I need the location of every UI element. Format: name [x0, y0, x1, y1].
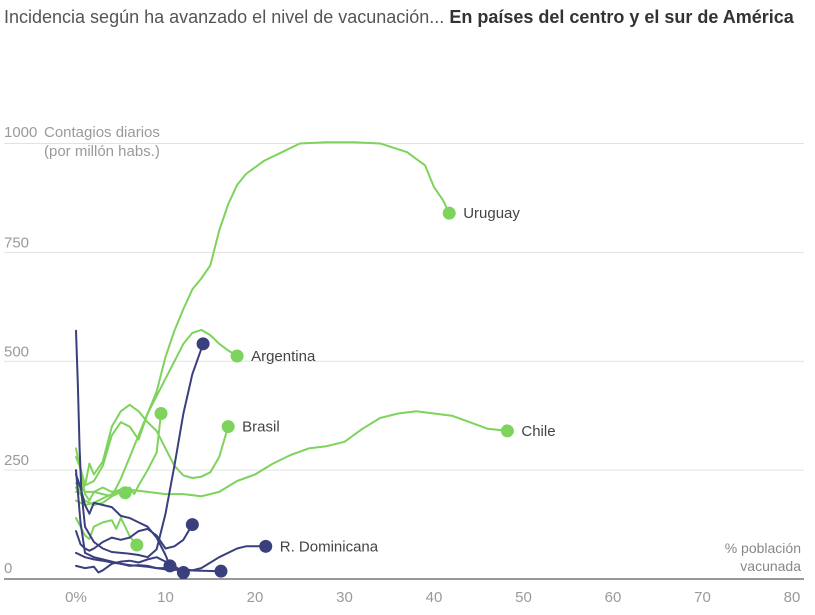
- series: [75, 141, 514, 579]
- x-tick-label-70: 70: [694, 589, 711, 606]
- series-end-marker-uruguay: [442, 206, 456, 220]
- series-line-argentina: [75, 328, 239, 506]
- title-bold: En países del centro y el sur de América: [449, 7, 794, 27]
- series-end-marker-navy-5: [176, 565, 190, 579]
- series-end-marker-chile: [500, 424, 514, 438]
- series-line-verde-7: [75, 517, 138, 546]
- x-tick-label-80: 80: [784, 589, 801, 606]
- x-tick-label-40: 40: [426, 589, 443, 606]
- series-end-marker-argentina: [230, 349, 244, 363]
- y-tick-label-750: 750: [4, 234, 29, 251]
- x-tick-label-50: 50: [515, 589, 532, 606]
- series-end-marker-verde-6: [118, 486, 132, 500]
- series-end-marker-verde-7: [130, 538, 144, 552]
- series-labels: Uruguay Argentina Brasil Chile R. Dominicana: [242, 205, 555, 555]
- series-label-argentina: Argentina: [251, 348, 316, 365]
- y-axis: 1000 Contagios diarios (por millón habs.…: [4, 124, 160, 577]
- series-end-marker-navy-2: [185, 518, 199, 532]
- y-tick-label-top: 1000: [4, 124, 37, 141]
- series-label-chile: Chile: [521, 423, 555, 440]
- y-axis-title-line1: Contagios diarios: [44, 124, 160, 141]
- x-tick-label-30: 30: [336, 589, 353, 606]
- series-label-brasil: Brasil: [242, 419, 280, 436]
- x-axis: % población vacunada 0% 10 20 30 40 50 60 70 80: [65, 540, 801, 606]
- series-line-navy-1: [75, 329, 205, 559]
- x-tick-label-10: 10: [157, 589, 174, 606]
- series-end-marker-r-dominicana: [259, 539, 273, 553]
- grid: [4, 143, 804, 580]
- series-end-marker-navy-1: [196, 337, 210, 351]
- series-end-marker-verde-5: [154, 407, 168, 421]
- y-tick-label-500: 500: [4, 343, 29, 360]
- series-label-uruguay: Uruguay: [463, 205, 520, 222]
- series-line-navy-2: [75, 523, 194, 552]
- series-line-uruguay: [75, 141, 451, 493]
- series-label-r-dominicana: R. Dominicana: [280, 538, 379, 555]
- x-axis-title-line2: vacunada: [740, 558, 801, 574]
- series-line-verde-5: [75, 412, 162, 502]
- x-tick-label-20: 20: [247, 589, 264, 606]
- title-lead: Incidencia según ha avanzado el nivel de…: [4, 7, 445, 27]
- series-line-brasil: [75, 403, 230, 487]
- y-axis-title-line2: (por millón habs.): [44, 143, 160, 160]
- series-line-navy-5: [75, 556, 185, 574]
- x-tick-label-0: 0%: [65, 589, 87, 606]
- y-tick-label-0: 0: [4, 560, 12, 577]
- series-end-marker-navy-6: [214, 564, 228, 578]
- x-axis-title-line1: % población: [725, 540, 801, 556]
- series-line-navy-6: [75, 551, 222, 573]
- chart-title: Incidencia según ha avanzado el nivel de…: [4, 4, 804, 30]
- x-tick-label-60: 60: [605, 589, 622, 606]
- series-line-navy-4: [75, 473, 171, 567]
- series-end-marker-brasil: [221, 420, 235, 434]
- y-tick-label-250: 250: [4, 452, 29, 469]
